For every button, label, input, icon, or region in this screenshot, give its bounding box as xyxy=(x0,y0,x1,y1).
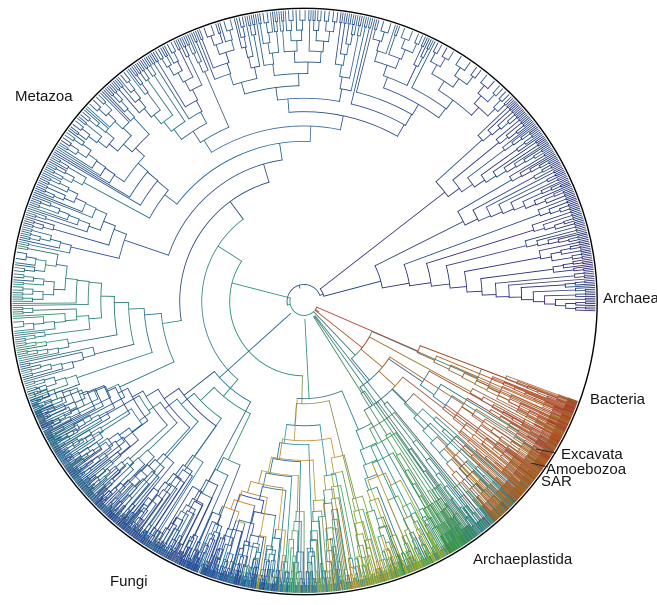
svg-text:Metazoa: Metazoa xyxy=(15,88,73,105)
svg-text:Bacteria: Bacteria xyxy=(590,391,646,408)
svg-text:Fungi: Fungi xyxy=(110,573,148,590)
svg-text:Archaea: Archaea xyxy=(603,290,657,307)
svg-text:Archaeplastida: Archaeplastida xyxy=(473,551,573,568)
svg-text:SAR: SAR xyxy=(541,473,572,490)
